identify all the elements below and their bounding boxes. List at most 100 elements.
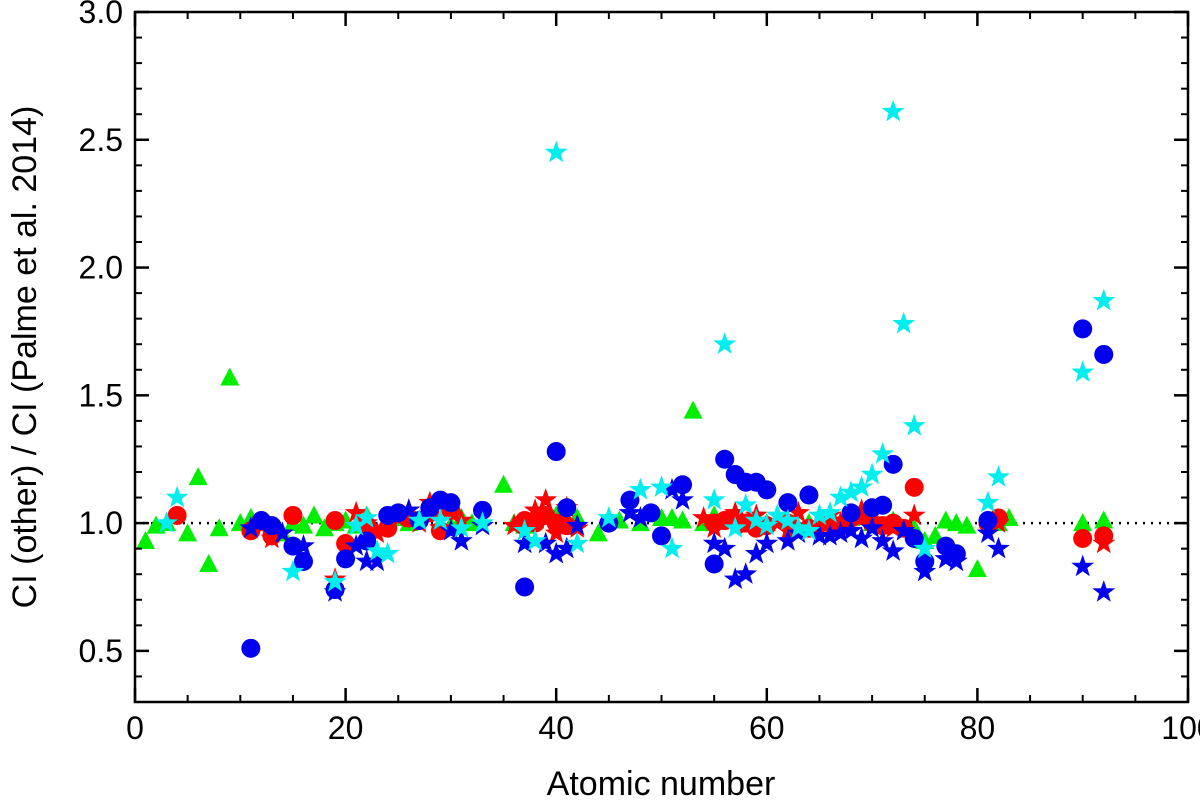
data-point [967,559,987,578]
data-point [188,467,208,486]
data-point [850,498,873,520]
data-point [1071,360,1095,382]
data-point [881,99,905,122]
data-point [808,503,831,526]
x-tick-label: 20 [328,710,364,746]
data-point [755,531,779,554]
data-point [344,513,368,536]
data-point [565,513,589,536]
data-point [1092,580,1116,602]
data-point [293,551,313,571]
data-point [1094,344,1114,364]
data-point [715,449,735,469]
data-point [365,521,389,543]
data-point [323,569,347,592]
data-point [818,500,842,523]
data-point [799,485,819,505]
data-point [471,511,494,533]
data-point [946,513,966,532]
data-point [534,488,558,510]
data-point [472,500,492,520]
data-point [913,536,937,559]
data-point [829,521,852,543]
data-point [515,577,535,597]
data-point [241,638,261,658]
data-point [755,513,779,536]
data-point [957,515,977,534]
data-point [544,140,568,163]
y-axis-title: CI (other) / CI (Palme et al. 2014) [6,106,44,609]
data-point [734,493,758,515]
data-point [239,516,263,538]
data-point [860,462,884,485]
data-point [178,523,198,542]
data-point [808,523,831,546]
data-point [1073,513,1093,532]
data-point [734,562,758,584]
data-point [1092,531,1116,554]
data-point [704,554,724,574]
data-point [546,442,566,462]
data-point [513,531,536,554]
y-tick-label: 2.5 [79,122,123,158]
data-point [818,523,842,546]
data-point [597,506,621,528]
y-tick-label: 3.0 [79,0,123,30]
data-point [850,475,873,497]
data-point [839,518,863,541]
data-point [315,518,335,537]
data-point [881,539,905,561]
data-point [881,516,905,538]
data-point [429,516,452,538]
data-point [293,515,313,534]
data-point [1071,554,1095,577]
data-point [325,511,345,531]
data-point [136,531,156,549]
data-point [713,332,737,354]
x-tick-label: 80 [960,710,996,746]
data-point [944,549,968,572]
data-point [323,580,347,602]
data-point [987,511,1010,533]
data-point [976,490,1000,513]
data-point [618,500,642,523]
data-point [557,498,577,518]
data-point [292,534,315,556]
data-point [778,493,798,513]
data-point [513,518,536,541]
data-point [1092,288,1116,311]
data-point [620,490,640,510]
data-point [860,516,884,538]
data-point [534,531,558,554]
data-markers [136,99,1116,658]
series-triangle-0 [136,367,1114,578]
data-point [765,503,789,526]
data-point [588,523,608,542]
data-point [1073,319,1093,339]
data-point [702,516,726,538]
data-point [892,311,916,334]
data-point [544,521,568,543]
data-point [494,474,514,493]
data-point [376,541,400,564]
data-point [776,529,800,551]
data-point [155,511,178,533]
data-point [523,498,547,520]
data-point [673,510,693,529]
data-point [260,526,284,549]
data-point [650,475,673,497]
data-point [344,500,368,523]
data-point [407,508,431,531]
data-point [365,539,389,561]
data-point [692,506,715,528]
data-point [220,367,240,386]
data-point [797,518,821,541]
data-point [871,529,894,551]
data-point [355,549,379,572]
data-point [429,508,452,531]
data-point [397,498,421,520]
y-tick-label: 1.5 [79,377,123,413]
series-star-5 [155,99,1116,592]
data-point [978,511,998,531]
